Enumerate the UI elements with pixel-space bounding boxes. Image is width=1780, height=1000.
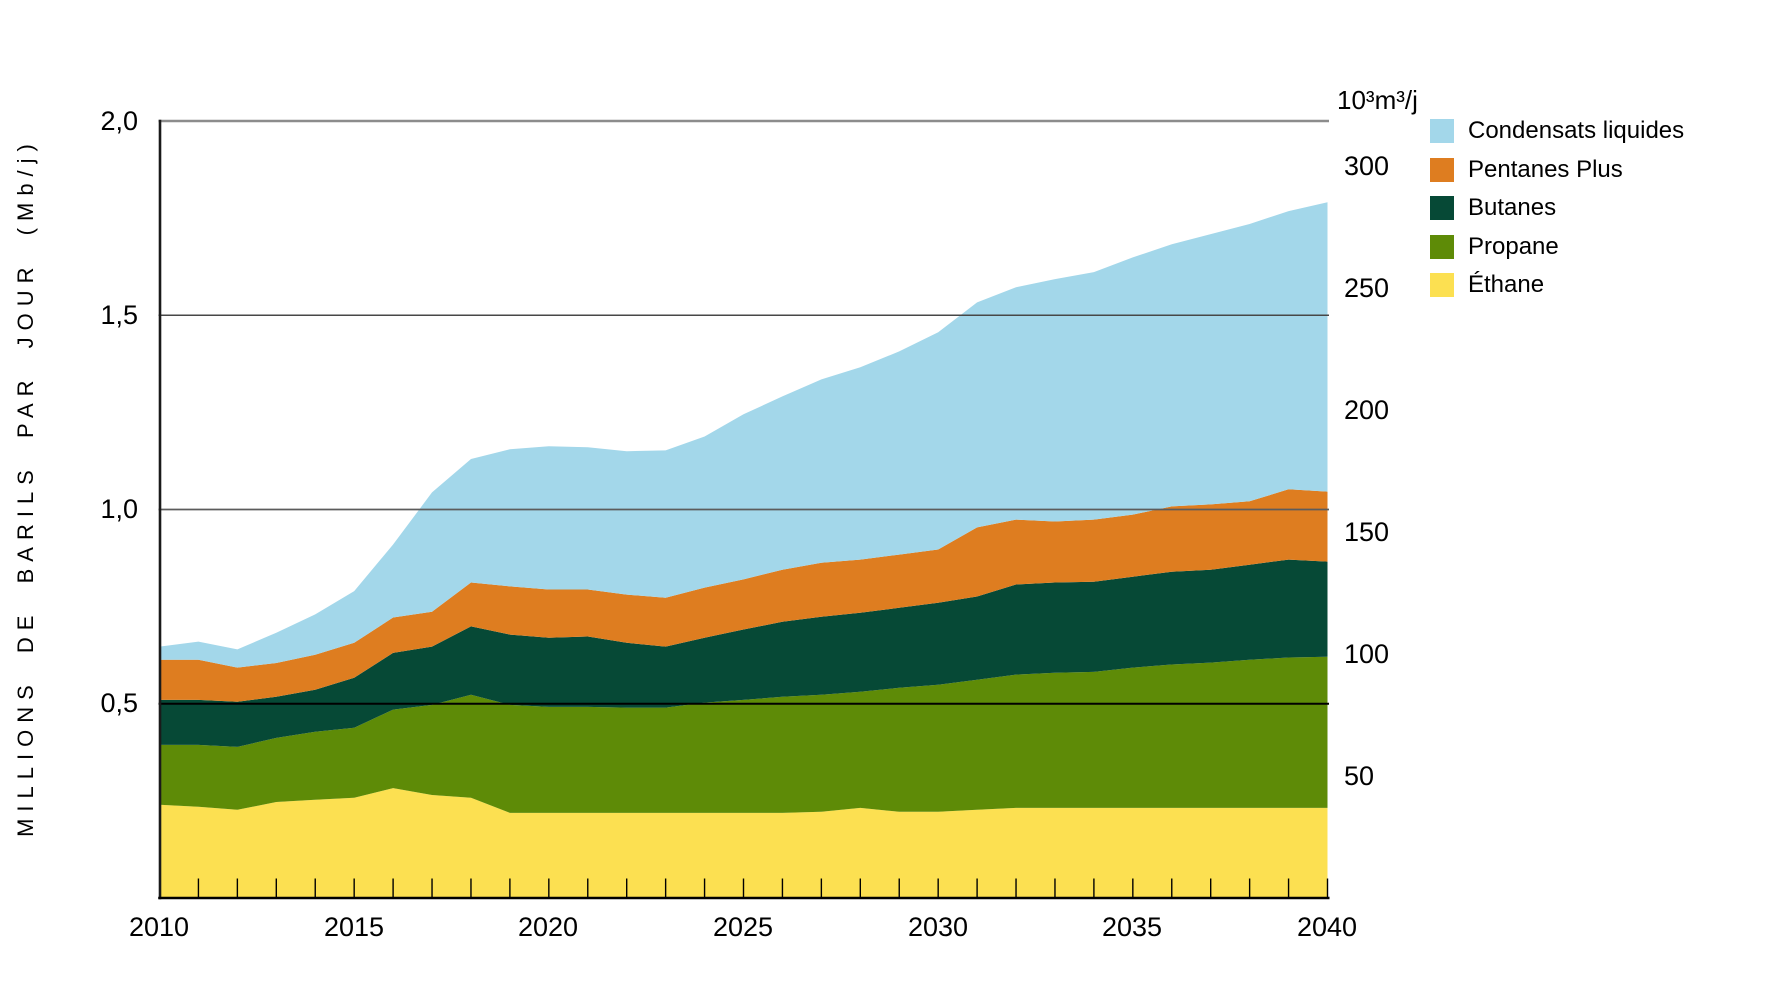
legend-label: Propane bbox=[1468, 232, 1559, 260]
legend-label: Éthane bbox=[1468, 271, 1545, 298]
legend-label: Condensats liquides bbox=[1468, 117, 1685, 144]
legend-item: Éthane bbox=[1430, 273, 1684, 297]
legend-swatch-butanes bbox=[1430, 196, 1454, 220]
legend: Condensats liquides Pentanes Plus Butane… bbox=[1430, 119, 1684, 312]
legend-swatch-condensats-liquides bbox=[1430, 119, 1454, 143]
right-axis-tick-label: 300 bbox=[1344, 151, 1390, 181]
legend-label: Butanes bbox=[1468, 194, 1557, 221]
x-axis-tick-label: 2010 bbox=[128, 912, 190, 942]
y-axis-tick-label: 1,5 bbox=[100, 300, 138, 330]
legend-item: Propane bbox=[1430, 232, 1684, 260]
legend-swatch-pentanes-plus bbox=[1430, 157, 1454, 182]
legend-item: Butanes bbox=[1430, 196, 1684, 220]
y-axis-tick-label: 2,0 bbox=[100, 106, 138, 136]
area-pentanes-plus bbox=[159, 489, 1328, 702]
right-axis-tick-label: 200 bbox=[1344, 395, 1390, 425]
legend-item: Pentanes Plus bbox=[1430, 155, 1684, 183]
right-axis-title: 10³m³/j bbox=[1337, 85, 1418, 115]
right-axis-tick-label: 150 bbox=[1344, 517, 1390, 547]
x-axis-tick-label: 2035 bbox=[1101, 912, 1163, 942]
area-butanes bbox=[159, 559, 1328, 747]
x-axis-tick-label: 2025 bbox=[712, 912, 774, 942]
right-axis-tick-label: 50 bbox=[1344, 761, 1375, 791]
legend-swatch-ethane bbox=[1430, 273, 1454, 297]
y-axis-title: MILLIONS DE BARILS PAR JOUR (Mb/j) bbox=[13, 137, 38, 837]
legend-item: Condensats liquides bbox=[1430, 119, 1684, 143]
x-axis-tick-label: 2040 bbox=[1296, 912, 1358, 942]
x-axis-tick-label: 2020 bbox=[517, 912, 579, 942]
area-propane bbox=[159, 656, 1328, 813]
area-condensats-liquides bbox=[159, 202, 1328, 668]
right-axis-tick-label: 100 bbox=[1344, 639, 1390, 669]
area--thane bbox=[159, 788, 1328, 898]
x-axis-tick-label: 2015 bbox=[323, 912, 385, 942]
legend-swatch-propane bbox=[1430, 234, 1454, 259]
legend-label: Pentanes Plus bbox=[1468, 155, 1623, 183]
y-axis-tick-label: 1,0 bbox=[100, 494, 138, 524]
right-axis-tick-label: 250 bbox=[1344, 273, 1390, 303]
x-axis-tick-label: 2030 bbox=[907, 912, 969, 942]
y-axis-tick-label: 0,5 bbox=[100, 688, 138, 718]
